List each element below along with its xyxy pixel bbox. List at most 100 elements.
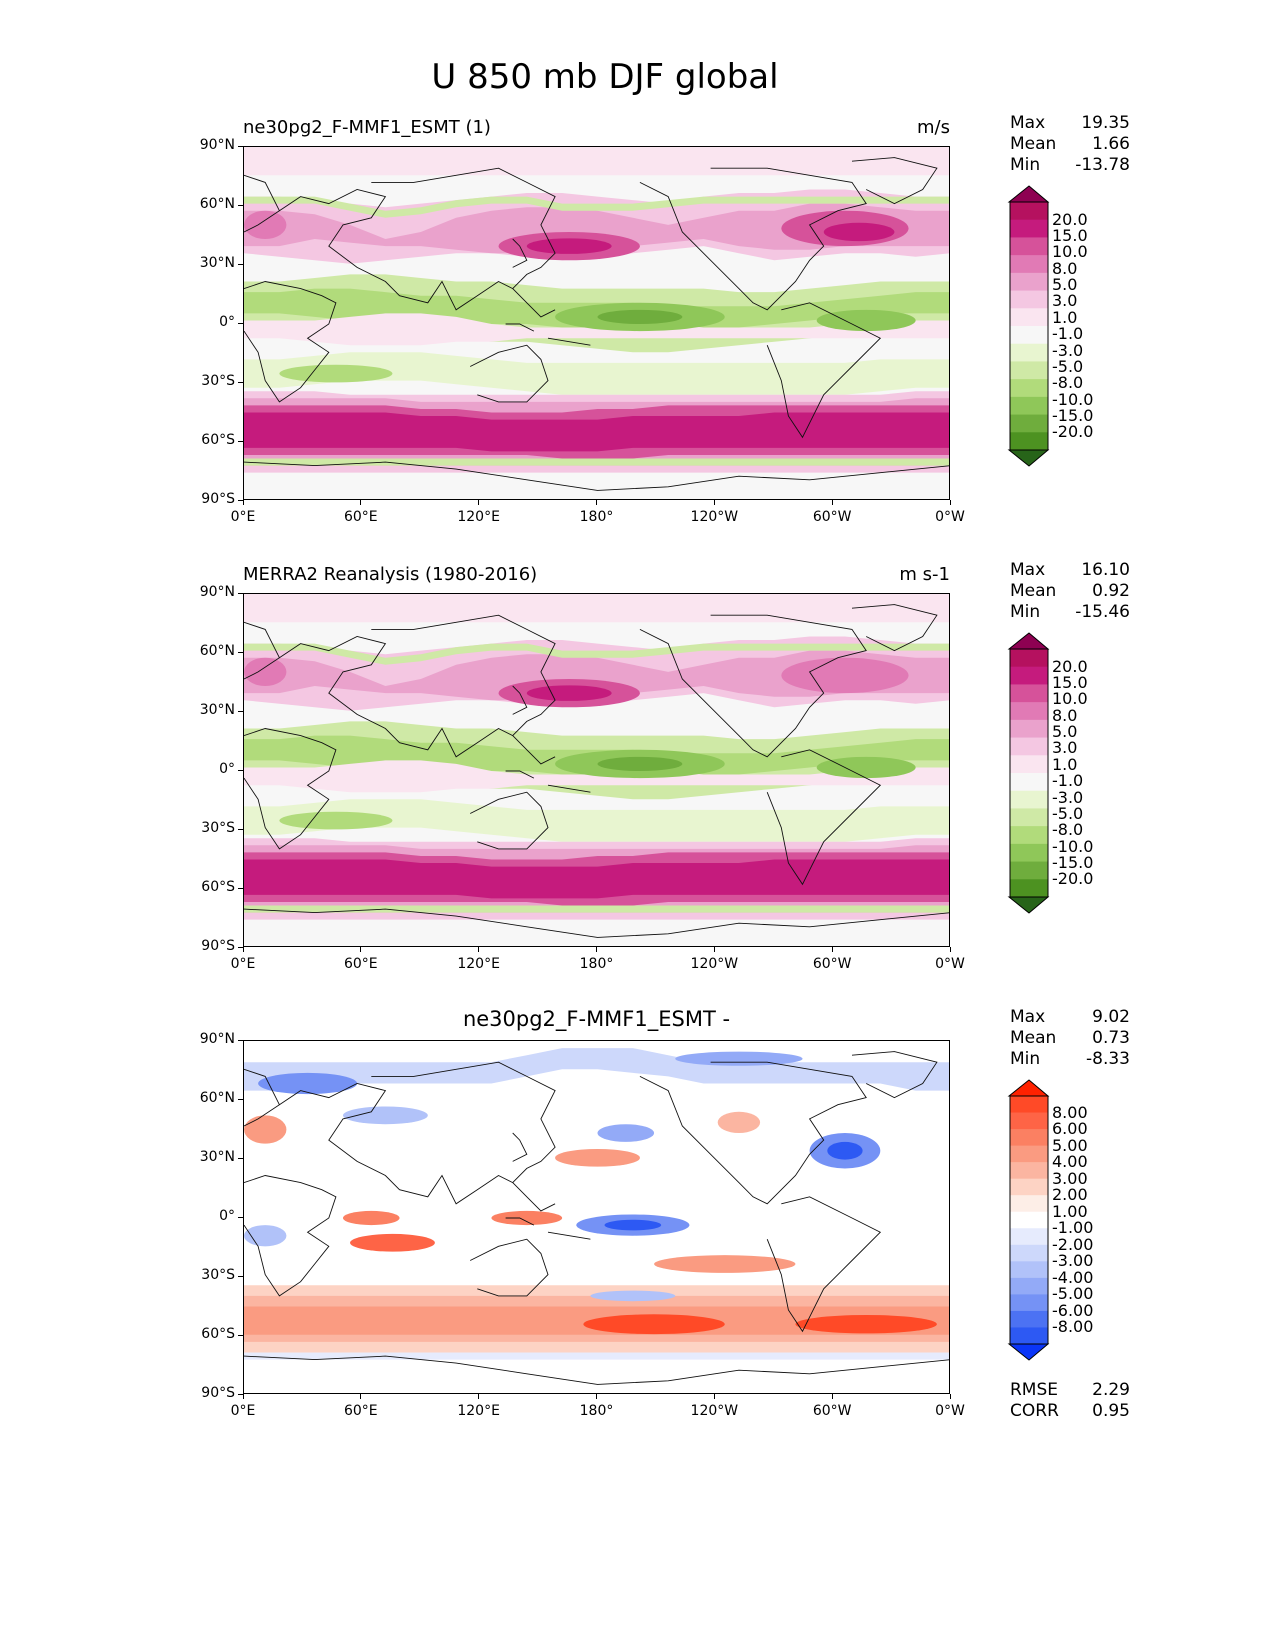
coastline-8 xyxy=(851,157,938,205)
colorbar-segment xyxy=(1010,326,1048,345)
antarctic-fringe xyxy=(244,458,949,466)
y-tick-mark xyxy=(238,1334,243,1336)
x-tick-mark xyxy=(713,947,715,952)
x-tick-label: 60°W xyxy=(812,1403,852,1419)
coastline-4 xyxy=(469,791,549,850)
coastline-8 xyxy=(851,1051,938,1099)
colorbar-label: 8.00 xyxy=(1052,1102,1088,1122)
colorbar-label: -1.0 xyxy=(1052,324,1084,344)
colorbar-frame xyxy=(1009,1095,1049,1345)
map-panel xyxy=(243,1040,950,1394)
x-tick-label: 0°E xyxy=(230,509,256,525)
colorbar-segment xyxy=(1010,1096,1048,1114)
y-tick-label: 30°S xyxy=(201,820,235,836)
colorbar-label: -1.00 xyxy=(1052,1218,1094,1238)
panel-units: m/s xyxy=(917,117,950,138)
pacific-easterly-peak xyxy=(597,756,683,771)
coastline-2 xyxy=(279,167,556,311)
colorbar-segment xyxy=(1010,202,1048,221)
x-tick-label: 60°E xyxy=(343,1403,378,1419)
x-tick-mark xyxy=(242,947,244,952)
y-tick-mark xyxy=(238,263,243,265)
colorbar-segment xyxy=(1010,432,1048,451)
colorbar-segment xyxy=(1010,343,1048,362)
colorbar-label: 15.0 xyxy=(1052,226,1088,246)
colorbar-segment xyxy=(1010,1294,1048,1312)
y-tick-label: 60°N xyxy=(199,1090,235,1106)
colorbar-label: 1.0 xyxy=(1052,754,1078,774)
equatorial-westerlies xyxy=(244,313,949,346)
coastline-5 xyxy=(639,1061,867,1205)
colorbar-segment xyxy=(1010,790,1048,809)
arctic-band xyxy=(244,594,949,623)
colorbar-segment xyxy=(1010,1228,1048,1246)
y-tick-label: 30°N xyxy=(199,255,235,271)
europe-westerly xyxy=(244,210,287,240)
coastline-2 xyxy=(279,1061,556,1205)
y-tick-label: 90°S xyxy=(201,938,235,954)
colorbar-segment xyxy=(1010,1195,1048,1213)
colorbar-segment xyxy=(1010,1112,1048,1130)
sh-negative-patch xyxy=(590,1290,676,1302)
stat-value-min: -15.46 xyxy=(1075,602,1130,622)
colorbar-label: -20.0 xyxy=(1052,422,1094,442)
coastline-0 xyxy=(244,621,280,680)
colorbar-label: 3.0 xyxy=(1052,291,1078,311)
x-tick-mark xyxy=(242,500,244,505)
x-tick-mark xyxy=(713,500,715,505)
x-tick-label: 120°E xyxy=(457,956,500,972)
colorbar-extend-top xyxy=(1007,632,1050,650)
x-tick-label: 0°W xyxy=(935,956,965,972)
colorbar-segment xyxy=(1010,826,1048,845)
stat-value-mean: 0.73 xyxy=(1092,1028,1130,1048)
sh-jet-core xyxy=(244,859,949,899)
x-tick-label: 180° xyxy=(579,509,614,525)
x-tick-mark xyxy=(713,1394,715,1399)
eurasia-negative xyxy=(258,1072,358,1095)
indian-ocean-easterly xyxy=(279,364,393,383)
y-tick-label: 90°N xyxy=(199,584,235,600)
y-tick-label: 60°N xyxy=(199,196,235,212)
colorbar-label: 6.00 xyxy=(1052,1119,1088,1139)
coastline-4 xyxy=(469,1238,549,1297)
arctic-negative xyxy=(244,1048,949,1091)
rockies-positive xyxy=(717,1111,761,1134)
antarctic-negative xyxy=(244,1352,949,1360)
colorbar-label: -3.00 xyxy=(1052,1251,1094,1271)
contour-map xyxy=(244,594,949,946)
colorbar-label: 10.0 xyxy=(1052,689,1088,709)
contour-map xyxy=(244,147,949,499)
colorbar-extend-bottom xyxy=(1007,896,1050,914)
colorbar-label: -5.0 xyxy=(1052,356,1084,376)
colorbar-segment xyxy=(1010,1178,1048,1196)
sh-atlantic-peak xyxy=(795,1314,937,1334)
stat-value-max: 19.35 xyxy=(1081,113,1130,133)
colorbar-segment xyxy=(1010,290,1048,309)
y-tick-label: 90°N xyxy=(199,1031,235,1047)
y-tick-mark xyxy=(238,710,243,712)
colorbar-label: 10.0 xyxy=(1052,242,1088,262)
x-tick-mark xyxy=(242,1394,244,1399)
stat-value-min: -13.78 xyxy=(1075,155,1130,175)
y-tick-mark xyxy=(238,1039,243,1041)
colorbar-label: -15.0 xyxy=(1052,852,1094,872)
colorbar-label: 20.0 xyxy=(1052,656,1088,676)
sh-subtropics xyxy=(244,799,949,842)
colorbar-label: 15.0 xyxy=(1052,673,1088,693)
x-tick-mark xyxy=(478,947,480,952)
coastline-9 xyxy=(512,1132,528,1162)
colorbar-label: 8.0 xyxy=(1052,258,1078,278)
x-tick-mark xyxy=(949,947,951,952)
stat-label-min: Min xyxy=(1010,602,1041,622)
stat-value-rmse: 2.29 xyxy=(1092,1380,1130,1400)
indian-positive xyxy=(342,1210,400,1226)
x-tick-mark xyxy=(596,1394,597,1399)
x-tick-label: 120°W xyxy=(690,509,739,525)
y-tick-mark xyxy=(238,145,243,147)
atlantic-jet-core xyxy=(781,657,909,694)
colorbar-label: -8.00 xyxy=(1052,1317,1094,1337)
colorbar-label: -4.00 xyxy=(1052,1267,1094,1287)
arctic-band xyxy=(244,147,949,176)
colorbar-segment xyxy=(1010,396,1048,416)
colorbar-segment xyxy=(1010,1310,1048,1328)
